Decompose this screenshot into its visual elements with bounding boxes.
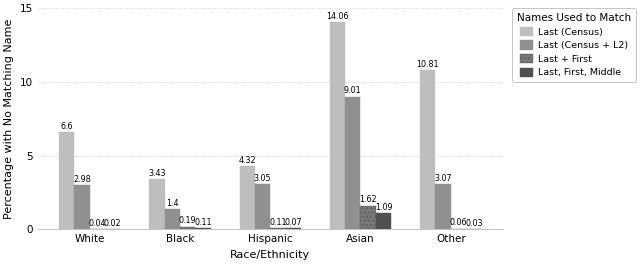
Text: 10.81: 10.81 [417, 60, 439, 69]
Text: 0.19: 0.19 [179, 216, 196, 225]
Text: 3.07: 3.07 [435, 174, 452, 183]
Y-axis label: Percentage with No Matching Name: Percentage with No Matching Name [4, 18, 14, 219]
Bar [59, 132, 74, 229]
Bar [255, 185, 270, 229]
Text: 1.4: 1.4 [166, 199, 179, 208]
Bar [270, 228, 285, 229]
Bar [360, 205, 376, 229]
Text: 0.11: 0.11 [194, 218, 212, 227]
Text: 1.09: 1.09 [374, 203, 392, 212]
Bar [180, 227, 195, 229]
Bar [376, 213, 391, 229]
Bar [74, 186, 90, 229]
Bar [164, 209, 180, 229]
Text: 6.6: 6.6 [60, 122, 73, 131]
Text: 1.62: 1.62 [359, 195, 377, 204]
Bar [285, 228, 301, 229]
Bar [420, 70, 435, 229]
Bar [330, 22, 345, 229]
Bar [345, 97, 360, 229]
Legend: Last (Census), Last (Census + L2), Last + First, Last, First, Middle: Last (Census), Last (Census + L2), Last … [512, 8, 636, 82]
Bar [435, 184, 451, 229]
Text: 0.11: 0.11 [269, 218, 287, 227]
Bar [195, 228, 211, 229]
Text: 0.03: 0.03 [465, 219, 483, 228]
Text: 3.43: 3.43 [148, 169, 166, 178]
Bar [149, 179, 164, 229]
Text: 14.06: 14.06 [326, 12, 349, 21]
Text: 9.01: 9.01 [344, 86, 362, 95]
X-axis label: Race/Ethnicity: Race/Ethnicity [230, 250, 310, 260]
Text: 3.05: 3.05 [253, 174, 271, 183]
Text: 2.98: 2.98 [73, 175, 91, 184]
Text: 0.02: 0.02 [104, 219, 122, 228]
Text: 0.04: 0.04 [88, 219, 106, 228]
Text: 0.07: 0.07 [284, 218, 302, 227]
Text: 0.06: 0.06 [450, 218, 467, 227]
Bar [239, 166, 255, 229]
Text: 4.32: 4.32 [238, 155, 256, 164]
